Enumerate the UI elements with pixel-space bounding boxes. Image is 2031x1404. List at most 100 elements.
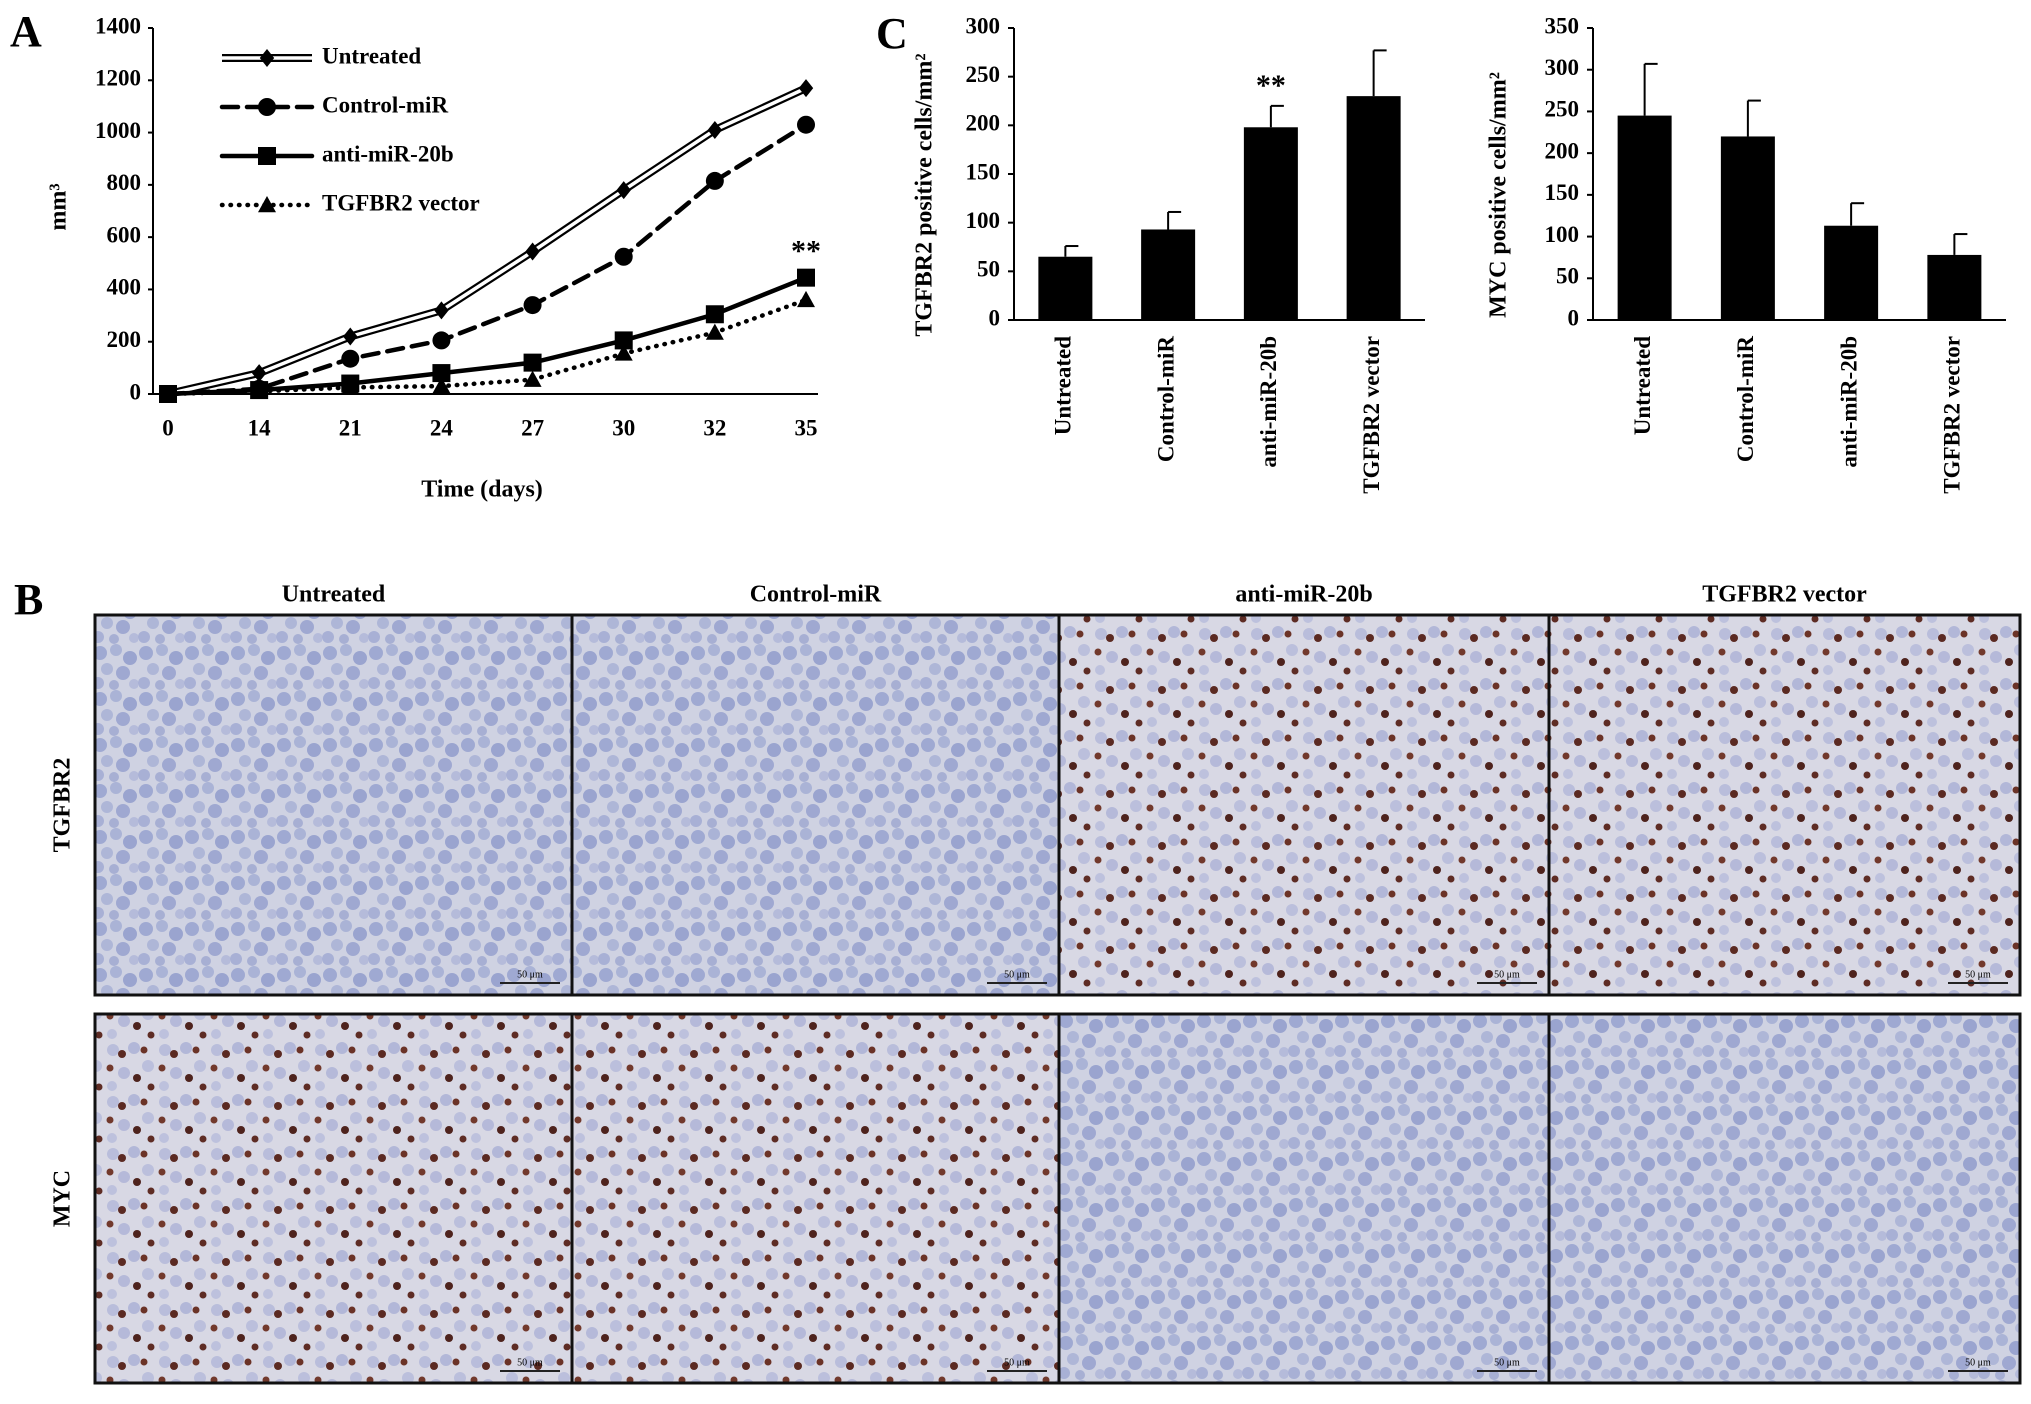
y-tick-label: 1000 [95, 118, 141, 143]
marker [159, 385, 177, 402]
marker [614, 331, 633, 350]
y-tick-label: 600 [107, 222, 142, 247]
x-tick-label: 27 [521, 415, 544, 440]
bar [1038, 256, 1093, 320]
y-axis-label: MYC positive cells/mm² [1486, 72, 1512, 318]
x-tick-label: 14 [248, 415, 272, 440]
row-label: MYC [50, 1170, 76, 1227]
scale-bar-label: 50 μm [1494, 1357, 1520, 1368]
panel-label: C [876, 9, 908, 58]
marker [705, 171, 724, 190]
x-tick-label: Untreated [1051, 336, 1076, 435]
x-tick-label: TGFBR2 vector [1359, 336, 1384, 494]
marker [616, 181, 631, 200]
scale-bar-label: 50 μm [1004, 1357, 1030, 1368]
y-tick-label: 0 [989, 305, 1001, 330]
column-label: anti-miR-20b [1235, 582, 1372, 608]
marker [705, 323, 724, 340]
annotation: ** [1256, 69, 1286, 102]
y-tick-label: 800 [107, 170, 142, 195]
y-tick-label: 400 [107, 275, 142, 300]
y-tick-label: 300 [966, 13, 1001, 38]
x-axis-label: Time (days) [421, 477, 543, 503]
scale-bar-label: 50 μm [1965, 969, 1991, 980]
data-line [165, 275, 809, 397]
scale-bar-label: 50 μm [1494, 969, 1520, 980]
data-line [165, 122, 809, 397]
y-tick-label: 200 [1545, 138, 1580, 163]
panel-label: A [10, 7, 42, 56]
marker [523, 296, 542, 315]
scale-bar-label: 50 μm [517, 1357, 543, 1368]
y-tick-label: 100 [1545, 222, 1580, 247]
x-tick-label: 30 [612, 415, 635, 440]
data-line [165, 297, 809, 397]
row-label: TGFBR2 [50, 758, 76, 853]
annotation: ** [791, 235, 821, 268]
marker [341, 378, 360, 395]
micrograph [1057, 613, 1551, 997]
bar [1617, 115, 1672, 320]
marker [434, 301, 449, 320]
marker [250, 382, 269, 399]
marker [343, 327, 358, 346]
marker [797, 268, 815, 287]
panel-label: B [14, 575, 43, 624]
x-tick-label: 32 [703, 415, 726, 440]
y-tick-label: 0 [1568, 305, 1580, 330]
bar [1346, 96, 1401, 320]
marker [705, 305, 724, 324]
column-label: Control-miR [750, 582, 882, 608]
y-tick-label: 50 [977, 257, 1000, 282]
marker [251, 364, 267, 383]
x-tick-label: Untreated [1630, 336, 1655, 435]
micrograph [1057, 1012, 1551, 1385]
x-tick-label: anti-miR-20b [1836, 336, 1861, 468]
marker [432, 377, 451, 394]
micrograph [570, 613, 1061, 997]
y-tick-label: 250 [966, 62, 1001, 87]
scale-bar-label: 50 μm [517, 969, 543, 980]
micrograph [1547, 613, 2022, 997]
legend-marker [258, 196, 276, 213]
marker [798, 79, 814, 98]
x-tick-label: 21 [339, 415, 362, 440]
micrograph [1547, 1012, 2022, 1385]
micrograph [93, 613, 574, 997]
legend-label: anti-miR-20b [322, 141, 454, 166]
y-tick-label: 150 [966, 159, 1001, 184]
legend-marker [258, 147, 276, 165]
y-tick-label: 1400 [95, 13, 141, 38]
marker [341, 349, 360, 368]
x-tick-label: TGFBR2 vector [1940, 336, 1965, 494]
y-tick-label: 0 [130, 379, 142, 404]
y-axis-label: TGFBR2 positive cells/mm² [912, 53, 938, 336]
data-line-inner [167, 86, 807, 396]
marker [797, 115, 815, 134]
marker [432, 331, 451, 350]
bar [1720, 136, 1775, 320]
marker [432, 364, 451, 383]
y-tick-label: 200 [966, 111, 1001, 136]
legend-label: TGFBR2 vector [322, 190, 480, 215]
marker [614, 344, 633, 361]
x-tick-label: Control-miR [1733, 336, 1758, 462]
marker [614, 247, 633, 266]
marker [525, 242, 540, 261]
y-tick-label: 200 [107, 327, 142, 352]
y-tick-label: 100 [966, 208, 1001, 233]
legend-marker [259, 49, 275, 67]
scale-bar-label: 50 μm [1004, 969, 1030, 980]
y-tick-label: 250 [1545, 97, 1580, 122]
y-tick-label: 1200 [95, 66, 141, 91]
y-tick-label: 50 [1556, 264, 1579, 289]
y-tick-label: 300 [1545, 55, 1580, 80]
y-axis-label: mm³ [46, 183, 72, 230]
column-label: TGFBR2 vector [1702, 582, 1867, 608]
legend-label: Control-miR [322, 92, 448, 117]
x-tick-label: 24 [430, 415, 454, 440]
bar [1824, 225, 1879, 320]
bar [1243, 127, 1298, 320]
marker [523, 353, 542, 372]
